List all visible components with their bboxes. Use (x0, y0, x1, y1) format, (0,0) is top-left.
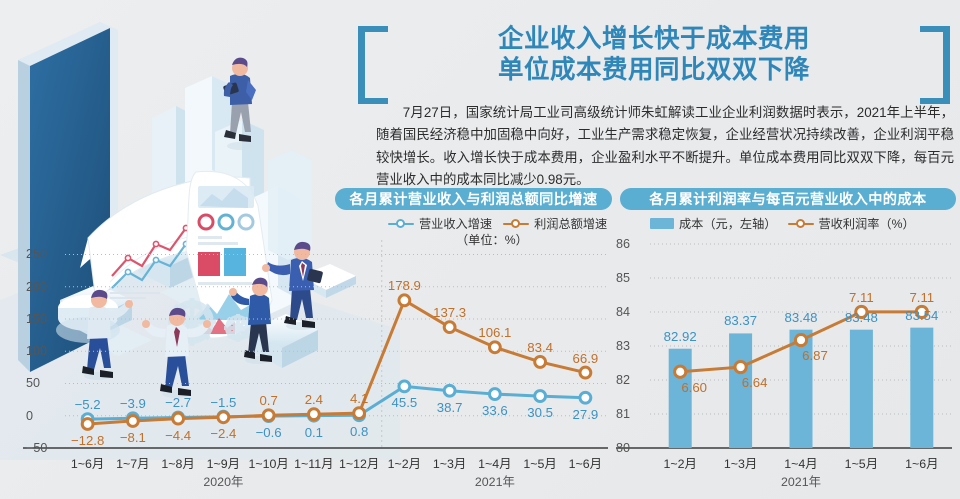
title-line-2: 单位成本费用同比双双下降 (497, 56, 810, 84)
data-label: 45.5 (391, 395, 418, 411)
line-value-label: 6.64 (741, 375, 768, 391)
bracket-left-icon (358, 26, 388, 104)
bar-value-label: 82.92 (663, 328, 697, 344)
y-tick-label: 82 (616, 373, 631, 387)
chart-left-legend: 营业收入增速 利润总额增速 (388, 214, 607, 232)
data-label: −12.8 (70, 433, 105, 448)
data-label: −3.9 (119, 396, 146, 412)
line-value-label: 6.60 (681, 379, 708, 395)
y-tick-label: 250 (26, 247, 48, 262)
x-tick-label: 1~10月 (248, 457, 289, 471)
y-tick-label: 100 (26, 344, 48, 359)
chart-right-plot: 86 85 84 83 82 81 80 82.92 83.37 83.48 83.48 83.54 6… (612, 234, 956, 493)
x-tick-label: 1~12月 (338, 457, 380, 471)
data-label: 2.4 (304, 392, 324, 408)
x-tick-label: 1~5月 (523, 457, 557, 471)
line-value-label: 6.87 (802, 348, 828, 364)
data-label: −2.4 (210, 426, 237, 442)
bar-value-label: 83.48 (784, 309, 818, 325)
line-value-label: 7.11 (909, 289, 935, 305)
x-tick-label: 1~6月 (905, 457, 939, 471)
illustration-svg (0, 22, 400, 460)
chart-left-plot: 250 200 150 100 50 0 −50 −5.2 −3.9 −2.7 −1.5 −0.6 0.… (18, 234, 612, 493)
data-label: −5.2 (74, 397, 101, 413)
data-label: −2.7 (165, 395, 192, 411)
data-label: 83.4 (527, 339, 553, 355)
data-label: 27.9 (572, 406, 599, 422)
title-line-1: 企业收入增长快于成本费用 (497, 25, 810, 53)
data-label: 66.9 (572, 350, 599, 366)
data-label: −1.5 (210, 394, 237, 410)
chart-right-title: 各月累计利润率与每百元营业收入中的成本 (620, 188, 956, 210)
data-label: 106.1 (478, 325, 512, 341)
data-label: −0.6 (255, 425, 282, 441)
chart-panel-right: 各月累计利润率与每百元营业收入中的成本 成本（元，左轴） 营收利润率（%） 86… (612, 188, 956, 493)
x-tick-label: 1~7月 (116, 457, 150, 471)
data-label: 0.8 (349, 424, 369, 440)
data-label: −8.1 (119, 429, 146, 445)
legend-marker-revenue-icon (388, 218, 414, 229)
legend-marker-profit-icon (503, 218, 530, 229)
x-tick-label: 1~2月 (663, 457, 697, 471)
y-tick-label: 86 (616, 237, 631, 251)
x-tick-label: 1~9月 (206, 457, 241, 471)
x-tick-label: 1~11月 (294, 457, 334, 471)
y-tick-label: 50 (26, 376, 41, 391)
legend-label-revenue: 营业收入增速 (419, 217, 493, 231)
lead-paragraph: 7月27日，国家统计局工业司高级统计师朱虹解读工业企业利润数据时表示，2021年… (376, 105, 954, 188)
legend-marker-margin-icon (787, 218, 814, 229)
y-tick-label: 80 (616, 441, 631, 455)
data-label: −4.4 (165, 427, 192, 443)
bar-value-label: 83.54 (905, 307, 939, 323)
data-label: 33.6 (482, 403, 508, 419)
y-tick-label: 83 (616, 339, 631, 353)
bar-value-label: 83.37 (724, 313, 758, 329)
x-tick-label: 1~6月 (568, 457, 603, 471)
chart-left-title: 各月累计营业收入与利润总额同比增速 (335, 188, 612, 210)
legend-label-margin: 营收利润率（%） (818, 217, 915, 231)
data-label: 0.1 (304, 424, 324, 440)
bar-value-label: 83.48 (844, 309, 878, 325)
y-tick-label: 150 (26, 311, 48, 326)
chart-panel-left: 各月累计营业收入与利润总额同比增速 营业收入增速 利润总额增速 （单位：%） 2… (18, 188, 612, 493)
legend-label-profit: 利润总额增速 (534, 217, 608, 231)
hero-illustration (0, 0, 400, 460)
x-axis-year-label: 2021年 (474, 475, 515, 489)
chart-right-legend: 成本（元，左轴） 营收利润率（%） (650, 214, 915, 232)
line-value-label: 7.11 (849, 289, 874, 305)
chart-left-unit-note: （单位：%） (456, 233, 528, 247)
data-label: 4.1 (349, 391, 369, 407)
data-label: 137.3 (433, 305, 467, 321)
data-label: 0.7 (259, 393, 278, 409)
x-tick-label: 1~5月 (844, 457, 879, 471)
x-axis-year-label: 2021年 (781, 475, 821, 489)
data-label: 178.9 (387, 278, 421, 294)
x-tick-label: 1~6月 (70, 457, 105, 471)
y-tick-label: 200 (26, 279, 48, 294)
x-axis-year-label: 2020年 (203, 475, 244, 489)
x-tick-label: 1~2月 (387, 457, 422, 471)
x-tick-label: 1~3月 (432, 457, 467, 471)
header-block: 企业收入增长快于成本费用 单位成本费用同比双双下降 7月27日，国家统计局工业司… (358, 22, 954, 187)
bracket-right-icon (920, 26, 950, 104)
x-tick-label: 1~3月 (723, 457, 758, 471)
x-tick-label: 1~4月 (784, 457, 818, 471)
y-tick-label: 81 (616, 407, 631, 421)
data-label: 30.5 (527, 405, 553, 421)
x-tick-label: 1~4月 (478, 457, 512, 471)
legend-label-cost: 成本（元，左轴） (679, 217, 777, 231)
y-tick-label: −50 (26, 441, 48, 455)
y-tick-label: 0 (26, 408, 34, 423)
legend-marker-cost-icon (650, 217, 674, 229)
page-title: 企业收入增长快于成本费用 单位成本费用同比双双下降 (400, 24, 908, 86)
y-tick-label: 84 (616, 305, 631, 319)
y-tick-label: 85 (616, 271, 631, 285)
data-label: 38.7 (436, 399, 463, 415)
x-tick-label: 1~8月 (161, 457, 195, 471)
